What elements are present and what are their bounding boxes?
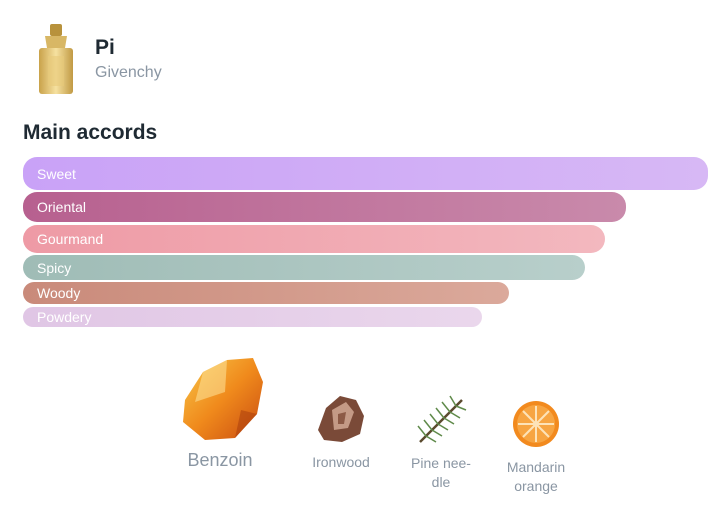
accord-label: Woody	[37, 285, 81, 301]
product-header: Pi Givenchy	[34, 22, 334, 98]
accord-label: Sweet	[37, 165, 76, 182]
note-label: Mandarin orange	[506, 459, 566, 494]
accord-bar-oriental: Oriental	[23, 192, 626, 222]
note-pine-needle[interactable]: Pine nee- dle	[401, 392, 481, 492]
pine-needle-icon	[417, 395, 467, 443]
note-label: Ironwood	[312, 454, 370, 470]
accord-label: Powdery	[37, 309, 92, 325]
accord-bar-sweet: Sweet	[23, 157, 708, 190]
accord-bar-powdery: Powdery	[23, 307, 482, 327]
note-label: Pine nee- dle	[411, 455, 471, 490]
product-name: Pi	[95, 36, 115, 59]
accord-label: Gourmand	[37, 231, 104, 247]
note-benzoin[interactable]: Benzoin	[170, 352, 270, 471]
accord-bar-gourmand: Gourmand	[23, 225, 605, 253]
benzoin-resin-icon	[183, 358, 263, 440]
product-brand[interactable]: Givenchy	[95, 64, 162, 81]
mandarin-orange-icon	[513, 401, 559, 447]
note-label: Benzoin	[187, 450, 253, 470]
accord-label: Spicy	[37, 259, 72, 276]
accord-label: Oriental	[37, 199, 87, 215]
accord-bar-spicy: Spicy	[23, 255, 585, 280]
ironwood-icon	[318, 396, 364, 442]
main-accords-title: Main accords	[23, 121, 158, 144]
perfume-bottle-icon	[39, 24, 73, 94]
note-mandarin-orange[interactable]: Mandarin orange	[496, 398, 576, 496]
note-ironwood[interactable]: Ironwood	[301, 390, 381, 470]
accord-bar-woody: Woody	[23, 282, 509, 304]
